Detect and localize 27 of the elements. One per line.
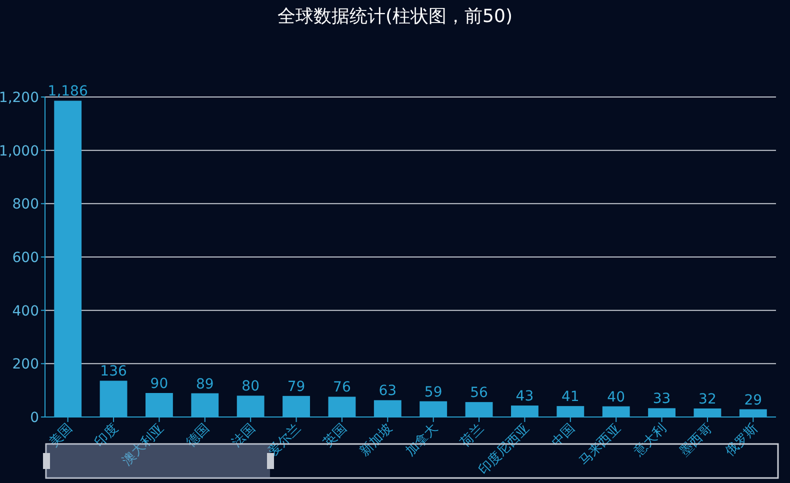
data-label: 56 bbox=[470, 385, 488, 402]
data-label: 1,186 bbox=[48, 84, 88, 100]
data-label: 33 bbox=[652, 391, 671, 408]
y-tick-label: 1,000 bbox=[0, 143, 39, 160]
x-tick-label: 新加坡 bbox=[357, 421, 396, 460]
y-tick-label: 400 bbox=[12, 303, 39, 320]
data-label: 80 bbox=[242, 378, 260, 395]
data-label: 40 bbox=[607, 389, 626, 406]
y-tick-label: 0 bbox=[30, 410, 39, 426]
y-tick-label: 800 bbox=[12, 196, 39, 213]
data-label: 76 bbox=[333, 380, 351, 396]
x-tick-label: 美国 bbox=[46, 420, 76, 450]
chart-title: 全球数据统计(柱状图，前50) bbox=[278, 6, 512, 27]
data-label: 59 bbox=[424, 384, 442, 400]
data-label: 89 bbox=[196, 376, 214, 392]
y-tick-label: 600 bbox=[12, 250, 39, 266]
y-tick-label: 1,200 bbox=[0, 90, 39, 106]
data-label: 63 bbox=[378, 383, 397, 400]
data-label: 43 bbox=[516, 388, 534, 405]
data-label: 41 bbox=[561, 389, 580, 406]
data-label: 90 bbox=[150, 376, 168, 392]
y-tick-label: 200 bbox=[12, 356, 39, 373]
data-label: 136 bbox=[100, 364, 127, 380]
x-tick-label: 英国 bbox=[320, 421, 350, 450]
data-label: 32 bbox=[698, 391, 716, 408]
data-label: 79 bbox=[287, 378, 306, 395]
data-label: 29 bbox=[744, 392, 762, 408]
